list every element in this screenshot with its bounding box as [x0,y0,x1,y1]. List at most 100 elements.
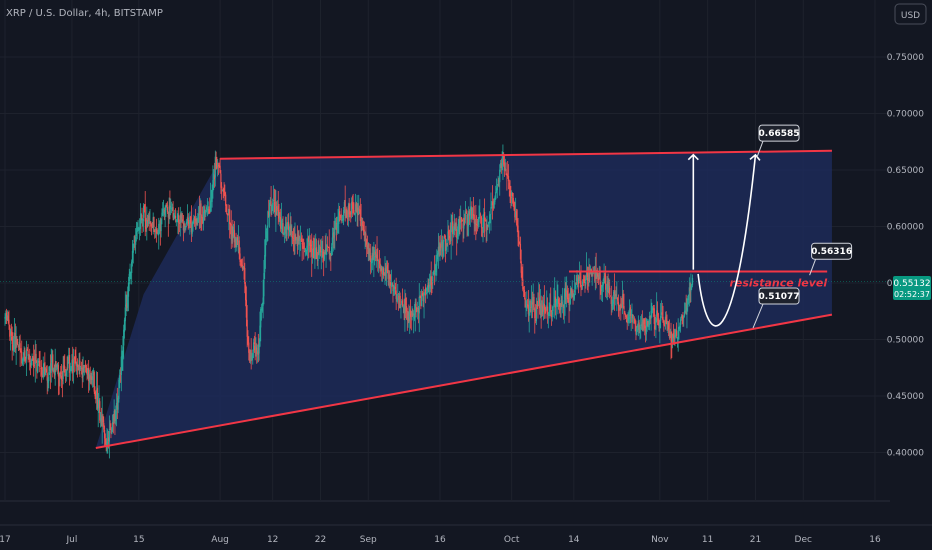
candle-body [370,255,372,263]
x-tick-label: 17 [0,535,11,545]
candle-body [127,294,129,307]
candle-body [450,225,452,242]
candle-body [444,234,446,237]
candle-body [238,240,240,255]
candle-body [354,204,357,212]
candle-body [509,190,511,197]
candle-body [334,221,336,236]
candle-body [467,223,469,227]
candle-body [564,287,566,300]
candle-body [151,225,153,227]
candle-body [558,298,560,304]
x-tick-label: 15 [133,535,144,545]
candle-body [30,360,32,366]
candle-body [199,203,201,216]
candle-body [36,363,38,372]
candle-body [675,331,678,336]
candle-body [93,372,95,392]
candle-body [632,314,634,319]
candle-body [68,356,70,362]
currency-button-frame[interactable] [894,3,927,25]
y-tick-label: 0.50000 [887,336,924,346]
candle-body [117,398,119,410]
candle-body [529,309,531,311]
candle-body [287,221,289,227]
candle-body [325,248,327,256]
currency-button-label[interactable]: USD [901,11,920,21]
candle-body [475,224,477,226]
candle-body [148,216,150,221]
candle-body [426,288,428,292]
candle-body [217,164,219,166]
candle-body [653,308,655,324]
candle-body [440,239,443,247]
candle-body [644,326,647,333]
candle-body [613,290,616,299]
candle-body [622,294,624,305]
candle-body [527,304,530,315]
time-axis[interactable]: 17 Jul 15 Aug 12 22 Sep 16 Oct 14 Nov 11 21 Dec 16 [0,524,932,545]
candle-body [537,304,539,307]
y-tick-label: 0.45000 [887,392,924,402]
candle-body [476,223,478,225]
lower-channel-line [95,313,833,449]
candle-body [45,370,47,376]
candle-body [658,319,660,329]
candle-body [535,306,537,322]
candle-body [234,237,236,243]
candle-body [318,250,320,254]
candle-body [650,310,652,319]
candle-body [458,217,460,227]
candle-body [505,168,507,175]
candle-body [624,311,626,315]
candle-body [379,263,381,272]
candle-body [299,239,302,240]
candle-body [394,287,396,290]
candle-body [386,265,388,272]
candle-body [638,322,640,330]
candle-body [393,288,395,293]
candle-body [323,251,326,260]
candle-body [269,200,271,203]
candle-body [319,246,321,254]
candle-body [231,226,233,241]
candle-body [391,282,393,286]
candle-body [676,337,678,339]
candle-body [115,403,118,411]
candle-body [355,202,357,213]
candle-body [241,264,244,269]
last-price-value: 0.55132 [893,279,930,289]
candle-body [516,219,518,227]
candle-body [388,274,390,279]
candle-body [429,287,431,289]
candle-body [27,350,29,356]
candle-body [344,200,346,216]
candle-body [538,299,541,309]
currency-button[interactable]: USD [894,3,927,25]
candle-body [368,243,370,255]
candle-body [7,316,9,321]
candle-body [683,310,686,316]
candle-body [443,236,445,242]
candle-body [335,223,337,224]
x-tick-label: 16 [434,535,446,545]
candle-body [280,220,283,230]
candle-body [57,364,59,377]
candle-body [329,253,331,256]
candle-body [561,301,563,306]
candle-body [362,221,364,227]
candle-body [55,361,57,368]
x-tick-label: 14 [568,535,580,545]
candle-body [222,188,224,191]
candle-body [142,219,144,221]
candle-body [243,267,245,269]
candle-body [665,316,667,322]
candle-body [559,308,561,311]
candle-body [488,221,490,224]
candle-body [419,296,421,298]
candle-body [679,325,681,328]
candle-body [54,363,56,376]
candle-body [491,201,494,206]
candle-body [255,346,257,351]
